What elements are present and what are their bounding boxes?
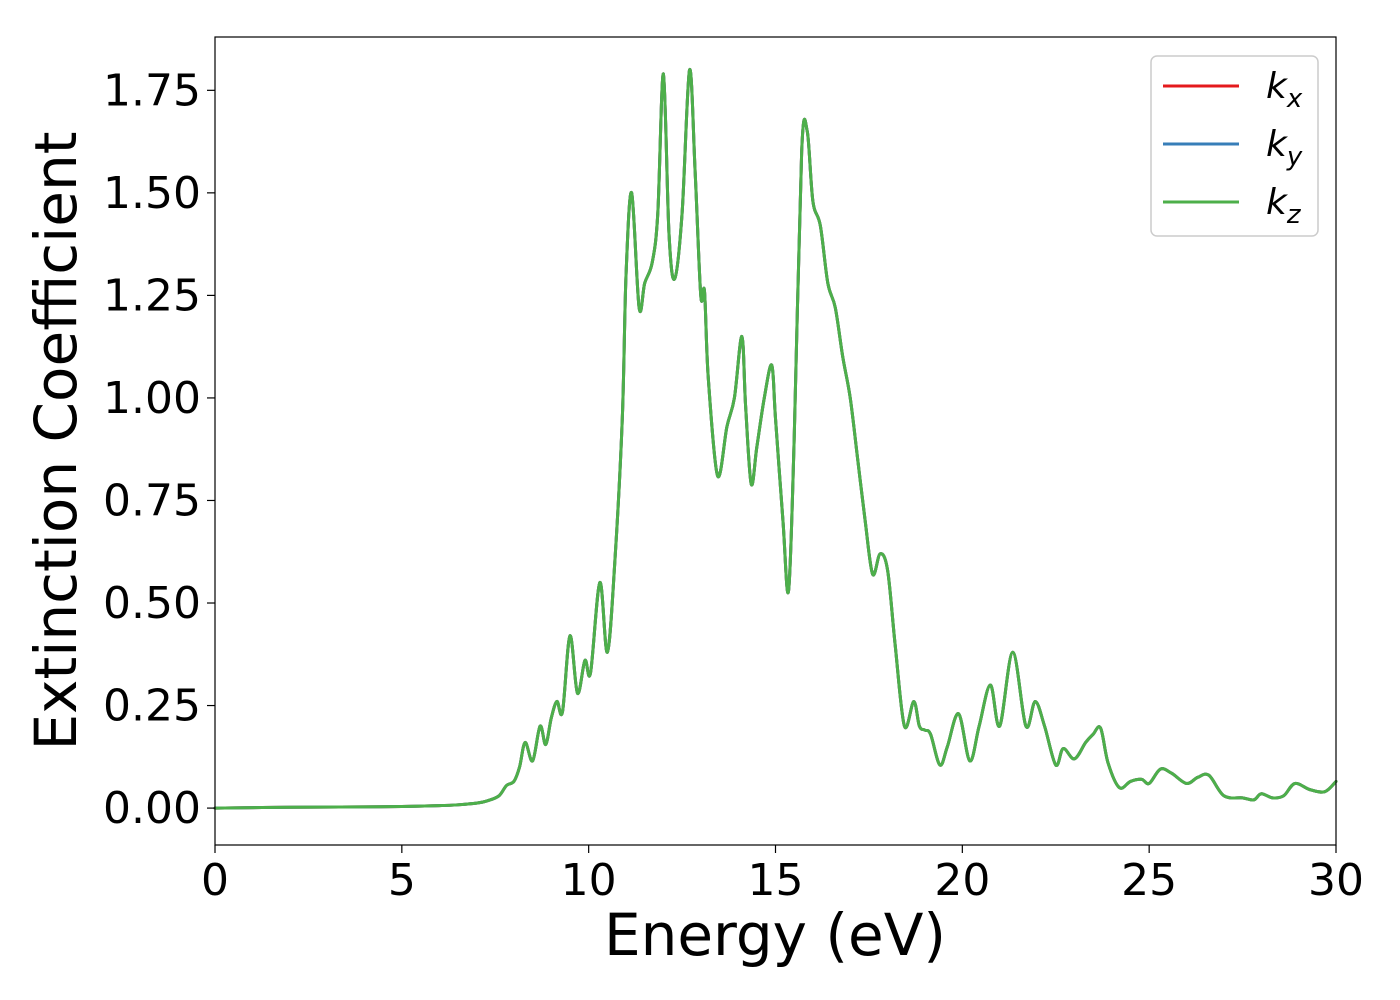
y-tick-label: 1.00	[103, 373, 201, 424]
x-axis: 0 5 10 15 20 25 30	[201, 845, 1364, 906]
y-tick-label: 0.25	[103, 681, 201, 732]
x-tick-label: 25	[1121, 855, 1177, 906]
y-tick-label: 1.50	[103, 168, 201, 219]
x-axis-title: Energy (eV)	[604, 901, 946, 969]
x-tick-label: 0	[201, 855, 229, 906]
y-tick-label: 0.75	[103, 475, 201, 526]
y-tick-label: 1.25	[103, 270, 201, 321]
y-axis-title: Extinction Coefficient	[22, 132, 90, 751]
y-axis: 0.00 0.25 0.50 0.75 1.00 1.25 1.50 1.75	[103, 65, 215, 834]
y-tick-label: 0.50	[103, 578, 201, 629]
y-tick-label: 0.00	[103, 783, 201, 834]
x-tick-label: 10	[561, 855, 617, 906]
x-tick-label: 20	[934, 855, 990, 906]
series-layer	[213, 68, 1338, 810]
series-line-z	[213, 68, 1338, 810]
y-tick-label: 1.75	[103, 65, 201, 116]
x-tick-label: 15	[748, 855, 804, 906]
legend-box	[1150, 55, 1319, 237]
x-tick-label: 30	[1308, 855, 1364, 906]
x-tick-label: 5	[388, 855, 416, 906]
